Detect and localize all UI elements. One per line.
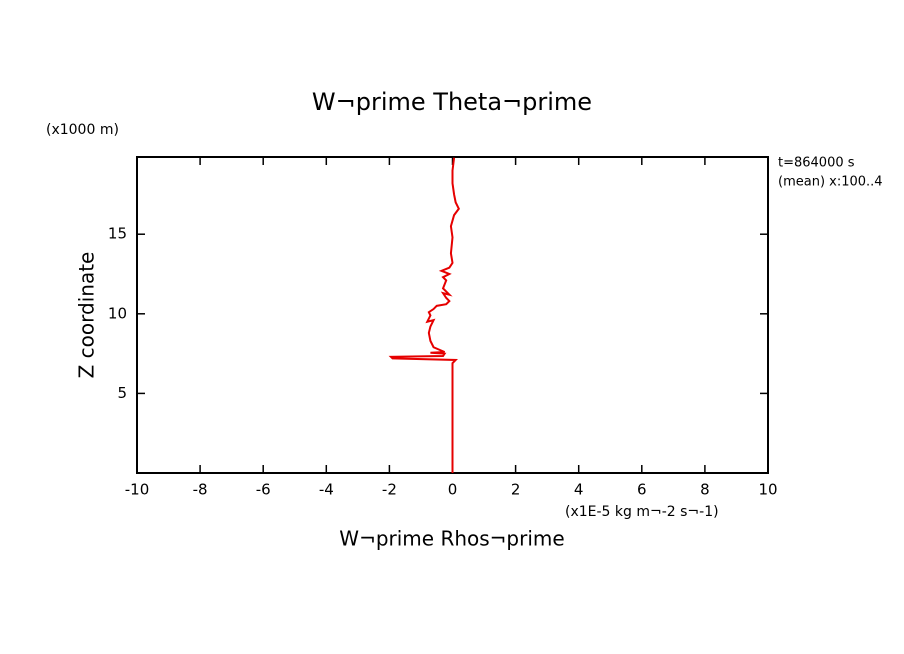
y-unit: (x1000 m) — [46, 122, 119, 138]
chart-title: W¬prime Theta¬prime — [312, 88, 592, 116]
x-tick-label: 6 — [637, 481, 647, 499]
annotation: t=864000 s — [778, 156, 855, 171]
y-axis-label: Z coordinate — [75, 252, 99, 379]
y-tick-label: 15 — [108, 225, 127, 243]
x-tick-label: 0 — [448, 481, 458, 499]
y-tick-label: 5 — [117, 384, 127, 402]
x-tick-label: -6 — [256, 481, 271, 499]
x-tick-label: 4 — [574, 481, 584, 499]
x-tick-label: 2 — [511, 481, 521, 499]
x-axis-label: W¬prime Rhos¬prime — [339, 527, 564, 551]
annotation: (mean) x:100..4 — [778, 175, 883, 190]
x-tick-label: 8 — [700, 481, 710, 499]
x-tick-label: -2 — [382, 481, 397, 499]
x-tick-label: 10 — [758, 481, 777, 499]
x-unit: (x1E-5 kg m¬-2 s¬-1) — [565, 504, 719, 520]
x-tick-label: -10 — [125, 481, 150, 499]
x-tick-label: -8 — [193, 481, 208, 499]
x-tick-label: -4 — [319, 481, 334, 499]
data-line — [388, 157, 460, 473]
y-tick-label: 10 — [108, 304, 127, 322]
